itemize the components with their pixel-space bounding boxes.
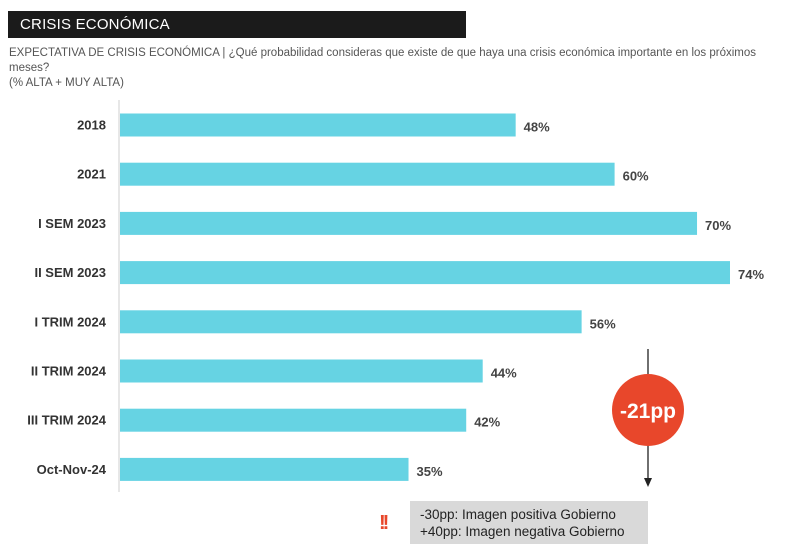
category-label: I TRIM 2024 xyxy=(34,314,106,329)
bar xyxy=(120,261,730,285)
data-label: 42% xyxy=(474,415,500,430)
bar xyxy=(120,359,483,383)
bar xyxy=(120,113,516,137)
data-label: 56% xyxy=(590,316,616,331)
bar xyxy=(120,457,409,481)
arrow-down-icon xyxy=(644,478,652,487)
category-label: 2021 xyxy=(77,167,106,182)
category-label: 2018 xyxy=(77,118,106,133)
category-label: Oct-Nov-24 xyxy=(37,462,107,477)
double-exclamation-icon: !! xyxy=(379,512,389,534)
category-label: II SEM 2023 xyxy=(34,265,106,280)
data-label: 60% xyxy=(623,169,649,184)
bar xyxy=(120,310,582,334)
bar xyxy=(120,408,467,432)
bar xyxy=(120,211,698,235)
data-label: 70% xyxy=(705,218,731,233)
data-label: 48% xyxy=(524,120,550,135)
subtitle-question: EXPECTATIVA DE CRISIS ECONÓMICA | ¿Qué p… xyxy=(9,47,756,74)
chart-subtitle: EXPECTATIVA DE CRISIS ECONÓMICA | ¿Qué p… xyxy=(9,46,794,91)
note-line-negative: +40pp: Imagen negativa Gobierno xyxy=(420,524,625,539)
change-badge-label: -21pp xyxy=(620,400,676,423)
category-label: III TRIM 2024 xyxy=(27,413,107,428)
subtitle-measure: (% ALTA + MUY ALTA) xyxy=(9,77,124,89)
bars-layer: 2018 48% 2021 60% I SEM 2023 70% II SEM 2023 74… xyxy=(27,100,764,492)
note-line-positive: -30pp: Imagen positiva Gobierno xyxy=(420,507,616,522)
change-badge xyxy=(612,374,684,446)
category-label: II TRIM 2024 xyxy=(31,364,107,379)
category-label: I SEM 2023 xyxy=(38,216,106,231)
data-label: 44% xyxy=(491,366,517,381)
data-label: 35% xyxy=(417,464,443,479)
annotation-layer: -21pp xyxy=(612,349,684,487)
data-label: 74% xyxy=(738,267,764,282)
page-title: CRISIS ECONÓMICA xyxy=(8,11,466,38)
note-box: -30pp: Imagen positiva Gobierno +40pp: I… xyxy=(410,501,648,544)
bar xyxy=(120,162,615,186)
